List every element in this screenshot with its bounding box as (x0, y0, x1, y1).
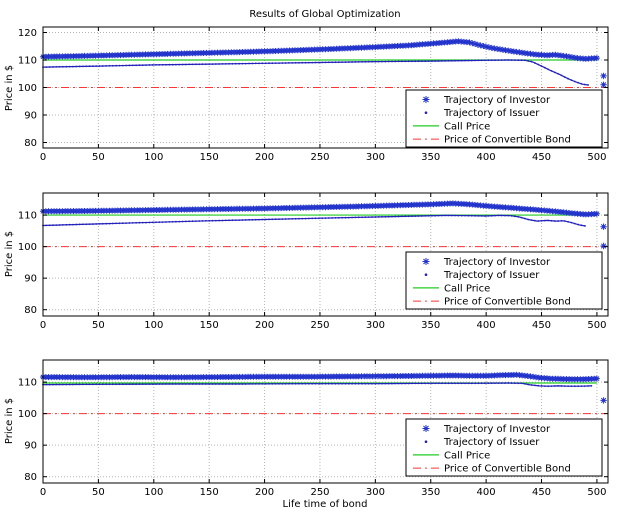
subplot-3: 0 50 100 150 200 250 300 350 400 450 500 80 90 100 110… (18, 359, 609, 498)
legend-asterisk-marker (422, 425, 430, 432)
subplot-2: 0 50 100 150 200 250 300 350 400 450 500 80 90 100 110… (18, 192, 609, 331)
svg-text:450: 450 (532, 152, 551, 163)
axes-box (42, 26, 609, 149)
svg-text:300: 300 (366, 487, 385, 498)
svg-text:Call Price: Call Price (444, 283, 490, 294)
svg-text:100: 100 (144, 487, 163, 498)
svg-text:500: 500 (587, 487, 606, 498)
legend-asterisk-marker (422, 258, 430, 265)
y-axis-label-1: Price in $ (4, 65, 15, 111)
svg-text:100: 100 (18, 242, 37, 253)
legend-dot-marker (424, 440, 428, 444)
svg-text:Price of Convertible Bond: Price of Convertible Bond (444, 135, 571, 146)
svg-text:50: 50 (92, 152, 105, 163)
svg-text:350: 350 (421, 487, 440, 498)
issuer-series (42, 59, 589, 86)
y-axis-label-2: Price in $ (4, 231, 15, 277)
investor-isolated-points (600, 223, 607, 250)
svg-text:50: 50 (92, 487, 105, 498)
svg-text:Trajectory of Investor: Trajectory of Investor (443, 424, 551, 435)
svg-text:0: 0 (40, 487, 46, 498)
svg-text:100: 100 (18, 409, 37, 420)
svg-text:450: 450 (532, 487, 551, 498)
svg-text:200: 200 (255, 320, 274, 331)
tick-labels: 0 50 100 150 200 250 300 350 400 450 500 80 90 100 110 (18, 378, 607, 498)
svg-text:150: 150 (200, 320, 219, 331)
svg-text:150: 150 (200, 487, 219, 498)
investor-isolated-points (600, 397, 607, 404)
svg-text:400: 400 (477, 152, 496, 163)
y-axis-label-3: Price in $ (4, 398, 15, 444)
chart-title: Results of Global Optimization (249, 9, 400, 20)
axes-box (42, 359, 609, 484)
svg-text:90: 90 (24, 111, 37, 122)
svg-text:50: 50 (92, 320, 105, 331)
svg-text:Trajectory of Issuer: Trajectory of Issuer (443, 270, 540, 281)
legend: Trajectory of Investor Trajectory of Issu… (405, 418, 603, 477)
svg-text:100: 100 (144, 152, 163, 163)
svg-text:500: 500 (587, 152, 606, 163)
svg-text:80: 80 (24, 305, 37, 316)
tick-labels: 0 50 100 150 200 250 300 350 400 450 500 80 90 100 110 (18, 211, 607, 331)
svg-text:120: 120 (18, 28, 37, 39)
svg-text:350: 350 (421, 320, 440, 331)
svg-text:300: 300 (366, 320, 385, 331)
tick-labels: 0 50 100 150 200 250 300 350 400 450 500 80 90 100 110… (18, 28, 607, 163)
svg-text:Call Price: Call Price (444, 450, 490, 461)
legend-dot-marker (424, 273, 428, 277)
svg-text:300: 300 (366, 152, 385, 163)
svg-text:Trajectory of Issuer: Trajectory of Issuer (443, 108, 540, 119)
axes-box (42, 192, 609, 317)
svg-text:80: 80 (24, 472, 37, 483)
svg-text:100: 100 (144, 320, 163, 331)
svg-text:Price of Convertible Bond: Price of Convertible Bond (444, 297, 571, 308)
investor-isolated-points (600, 72, 607, 88)
legend: Trajectory of Investor Trajectory of Issu… (405, 251, 603, 310)
svg-text:350: 350 (421, 152, 440, 163)
svg-text:100: 100 (18, 83, 37, 94)
svg-text:110: 110 (18, 378, 37, 389)
svg-text:0: 0 (40, 152, 46, 163)
svg-text:500: 500 (587, 320, 606, 331)
svg-text:Trajectory of Investor: Trajectory of Investor (443, 95, 551, 106)
svg-text:80: 80 (24, 138, 37, 149)
svg-text:Trajectory of Issuer: Trajectory of Issuer (443, 437, 540, 448)
svg-text:400: 400 (477, 320, 496, 331)
svg-text:Price of Convertible Bond: Price of Convertible Bond (444, 464, 571, 475)
legend: Trajectory of Investor Trajectory of Issu… (405, 89, 603, 148)
svg-text:150: 150 (200, 152, 219, 163)
svg-text:250: 250 (310, 487, 329, 498)
svg-text:200: 200 (255, 152, 274, 163)
legend-asterisk-marker (422, 96, 430, 103)
svg-text:0: 0 (40, 320, 46, 331)
svg-text:90: 90 (24, 274, 37, 285)
plots-layer: 0 50 100 150 200 250 300 350 400 450 5008090100110… (18, 26, 609, 498)
svg-text:90: 90 (24, 441, 37, 452)
svg-text:250: 250 (310, 320, 329, 331)
issuer-series (42, 382, 593, 388)
legend-dot-marker (424, 111, 428, 114)
svg-text:Trajectory of Investor: Trajectory of Investor (443, 257, 551, 268)
svg-text:110: 110 (18, 211, 37, 222)
svg-text:Call Price: Call Price (444, 121, 490, 132)
issuer-series (42, 214, 586, 227)
subplot-1: 0 50 100 150 200 250 300 350 400 450 500 80 90 100 110… (18, 26, 609, 163)
svg-text:400: 400 (477, 487, 496, 498)
svg-text:450: 450 (532, 320, 551, 331)
svg-text:110: 110 (18, 56, 37, 67)
svg-text:200: 200 (255, 487, 274, 498)
x-axis-label: Life time of bond (283, 499, 368, 510)
svg-text:250: 250 (310, 152, 329, 163)
